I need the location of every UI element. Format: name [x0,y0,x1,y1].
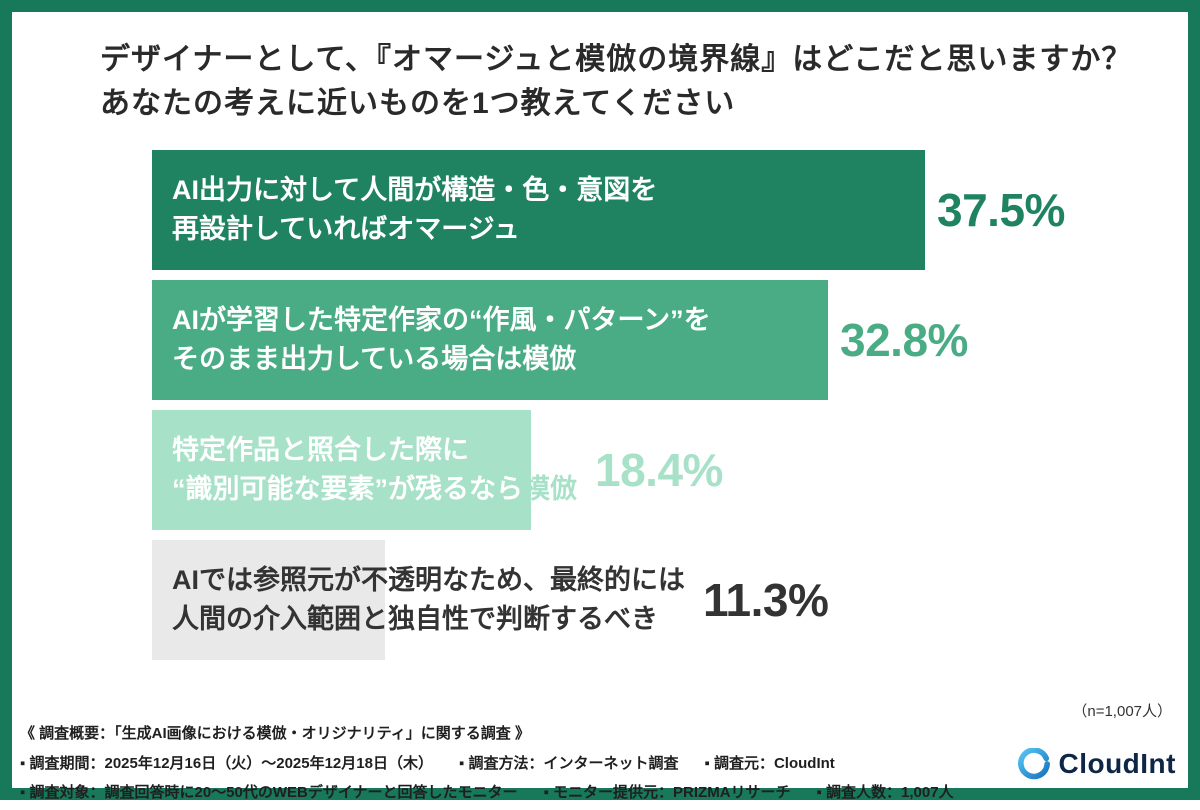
bar-value-label-2: 32.8% [840,314,968,366]
bar-label-3-line-2: “識別可能な要素”が残るなら [172,474,523,504]
footer-item-target: ▪ 調査対象：調査回答時に20〜50代のWEBデザイナーと回答したモニター [20,784,518,801]
sample-size-label: （n=1,007人） [1072,703,1172,720]
footer-item-monitor: ▪ モニター提供元：PRIZMAリサーチ [543,784,791,801]
bar-area-4: AIでは参照元が不透明なため、最終的には 人間の介入範囲と独自性で判断するべき [152,540,691,660]
footer-heading: 《 調査概要：「生成AI画像における模倣・オリジナリティ」に関する調査 》 [20,725,530,742]
bar-3 [152,410,531,530]
page-title: デザイナーとして、『オマージュと模倣の境界線』はどこだと思いますか？ あなたの考… [100,38,1132,125]
bar-row-4: AIでは参照元が不透明なため、最終的には 人間の介入範囲と独自性で判断するべき … [152,540,1065,660]
bar-area-1: AI出力に対して人間が構造・色・意図を 再設計していればオマージュ [152,150,925,270]
bar-1 [152,150,925,270]
bar-label-1-line-1: AI出力に対して人間が構造・色・意図を [172,174,658,205]
bar-label-4-line-1: AIでは参照元が不透明なため、最終的には [172,564,685,595]
bar-4 [152,540,385,660]
bar-area-3: 特定作品と照合した際に “識別可能な要素”が残るなら模倣 [152,410,583,530]
title-line-1: デザイナーとして、『オマージュと模倣の境界線』はどこだと思いますか？ [100,43,1133,76]
bar-row-2: AIが学習した特定作家の“作風・パターン”を そのまま出力している場合は模倣 3… [152,280,1065,400]
bar-label-4: AIでは参照元が不透明なため、最終的には 人間の介入範囲と独自性で判断するべき [152,561,691,639]
title-line-2: あなたの考えに近いものを1つ教えてください [100,86,736,120]
bar-value-label-4: 11.3% [703,574,829,626]
cloudint-logo-text: CloudInt [1058,748,1176,779]
bar-label-2-line-2: そのまま出力している場合は模倣 [172,344,577,374]
cloudint-logo: CloudInt [1018,748,1176,780]
footer-item-count: ▪ 調査人数：1,007人 [816,784,954,801]
bar-label-2-line-1: AIが学習した特定作家の“作風・パターン”を [172,304,711,335]
bar-value-label-3: 18.4% [595,444,723,496]
footer-line-1: ▪ 調査期間：2025年12月16日（火）〜2025年12月18日（木） ▪ 調査… [20,752,980,773]
bar-2 [152,280,828,400]
footer-line-2: ▪ 調査対象：調査回答時に20〜50代のWEBデザイナーと回答したモニター ▪ モ… [20,781,980,802]
bar-label-4-line-2: 人間の介入範囲と独自性で判断するべき [172,604,658,634]
bar-label-2: AIが学習した特定作家の“作風・パターン”を そのまま出力している場合は模倣 [152,301,717,379]
bar-label-3-tail: 模倣 [523,474,577,504]
footer-item-period: ▪ 調査期間：2025年12月16日（火）〜2025年12月18日（木） [20,755,433,772]
footer-item-source: ▪ 調査元：CloudInt [704,755,835,772]
survey-card: デザイナーとして、『オマージュと模倣の境界線』はどこだと思いますか？ あなたの考… [12,12,1188,801]
bar-label-3-line-1: 特定作品と照合した際に [172,434,469,465]
survey-footer: 《 調査概要：「生成AI画像における模倣・オリジナリティ」に関する調査 》 ▪ … [20,722,980,810]
bar-area-2: AIが学習した特定作家の“作風・パターン”を そのまま出力している場合は模倣 [152,280,828,400]
cloudint-logo-icon [1018,748,1051,780]
bar-row-1: AI出力に対して人間が構造・色・意図を 再設計していればオマージュ 37.5% [152,150,1065,270]
bar-label-1-line-2: 再設計していればオマージュ [172,214,520,244]
bar-label-3: 特定作品と照合した際に “識別可能な要素”が残るなら模倣 [152,431,583,509]
bar-chart: AI出力に対して人間が構造・色・意図を 再設計していればオマージュ 37.5% … [152,150,1065,670]
bar-value-label-1: 37.5% [937,184,1065,236]
footer-item-method: ▪ 調査方法：インターネット調査 [458,755,679,772]
bar-row-3: 特定作品と照合した際に “識別可能な要素”が残るなら模倣 18.4% [152,410,1065,530]
bar-label-1: AI出力に対して人間が構造・色・意図を 再設計していればオマージュ [152,171,663,249]
